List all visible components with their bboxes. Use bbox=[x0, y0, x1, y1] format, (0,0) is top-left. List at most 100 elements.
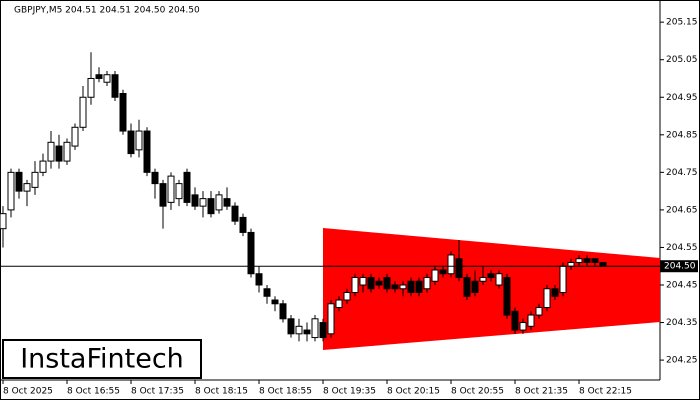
candle-body bbox=[503, 276, 511, 316]
y-tick-label: 204.75 bbox=[666, 168, 698, 178]
candle-body bbox=[399, 284, 407, 290]
candle-body bbox=[119, 92, 127, 132]
candle-body bbox=[423, 276, 431, 290]
x-tick-label: 8 Oct 22:15 bbox=[579, 387, 632, 397]
candle-body bbox=[543, 288, 551, 309]
candle-body bbox=[439, 269, 447, 275]
candle-body bbox=[471, 280, 479, 294]
candle-body bbox=[311, 318, 319, 339]
candle-body bbox=[31, 171, 39, 188]
candle-body bbox=[71, 126, 79, 147]
candle-body bbox=[495, 273, 503, 286]
y-tick-label: 204.55 bbox=[666, 243, 698, 253]
candle-body bbox=[175, 183, 183, 200]
y-tick-label: 204.85 bbox=[666, 130, 698, 140]
y-tick-label: 204.35 bbox=[666, 318, 698, 328]
candle-body bbox=[487, 273, 495, 278]
candle-body bbox=[527, 314, 535, 327]
candle-body bbox=[319, 322, 327, 339]
candle-body bbox=[63, 141, 71, 162]
candle-body bbox=[511, 310, 519, 331]
candle-body bbox=[23, 183, 31, 192]
candle-body bbox=[295, 325, 303, 335]
chart-title: GBPJPY,M5 204.51 204.51 204.50 204.50 bbox=[14, 6, 200, 16]
candle-body bbox=[479, 276, 487, 282]
y-tick-label: 205.15 bbox=[666, 18, 698, 28]
candle-body bbox=[383, 276, 391, 290]
candle-body bbox=[391, 284, 399, 290]
candle-body bbox=[327, 303, 335, 335]
candle-body bbox=[431, 269, 439, 282]
candle-body bbox=[215, 194, 223, 211]
x-tick-label: 8 Oct 20:15 bbox=[387, 387, 440, 397]
candle-body bbox=[103, 74, 111, 83]
last-price-label: 204.50 bbox=[664, 262, 696, 272]
candle-body bbox=[535, 307, 543, 316]
candle-body bbox=[47, 141, 55, 162]
candle-body bbox=[263, 288, 271, 297]
candle-body bbox=[455, 258, 463, 278]
candle-body bbox=[191, 194, 199, 207]
candle-body bbox=[367, 276, 375, 290]
candle-body bbox=[415, 280, 423, 294]
candle-body bbox=[279, 303, 287, 320]
y-tick-label: 205.05 bbox=[666, 55, 698, 65]
last-price-box bbox=[660, 260, 698, 273]
candle-body bbox=[303, 329, 311, 335]
candles bbox=[0, 52, 607, 342]
candle-body bbox=[199, 198, 207, 207]
candle-body bbox=[167, 175, 175, 203]
x-tick-label: 8 Oct 18:55 bbox=[259, 387, 312, 397]
y-tick-label: 204.95 bbox=[666, 93, 698, 103]
candle-body bbox=[15, 171, 23, 192]
candle-body bbox=[231, 205, 239, 222]
candle-body bbox=[335, 299, 343, 309]
candle-body bbox=[591, 258, 599, 263]
candle-body bbox=[351, 276, 359, 294]
candle-body bbox=[127, 130, 135, 155]
candle-body bbox=[255, 273, 263, 286]
x-tick-label: 8 Oct 17:35 bbox=[131, 387, 184, 397]
candle-body bbox=[519, 322, 527, 331]
logo-box bbox=[2, 339, 202, 379]
candle-body bbox=[343, 292, 351, 301]
candle-body bbox=[55, 145, 63, 162]
candle-body bbox=[463, 276, 471, 297]
candle-body bbox=[239, 216, 247, 233]
candle-body bbox=[151, 171, 159, 185]
candle-body bbox=[0, 213, 7, 230]
candle-body bbox=[207, 198, 215, 215]
x-tick-label: 8 Oct 16:55 bbox=[67, 387, 120, 397]
y-tick-label: 204.45 bbox=[666, 281, 698, 291]
candle-body bbox=[135, 130, 143, 151]
candle-body bbox=[183, 171, 191, 203]
candle-body bbox=[223, 198, 231, 207]
x-tick-label: 8 Oct 19:35 bbox=[323, 387, 376, 397]
candle-body bbox=[287, 318, 295, 335]
candle-body bbox=[407, 280, 415, 294]
candle-body bbox=[567, 261, 575, 267]
candle-body bbox=[583, 258, 591, 263]
candle-body bbox=[87, 77, 95, 98]
candle-body bbox=[447, 254, 455, 275]
candle-body bbox=[247, 231, 255, 275]
y-tick-label: 204.25 bbox=[666, 356, 698, 366]
candle-body bbox=[575, 258, 583, 263]
x-tick-label: 8 Oct 21:35 bbox=[515, 387, 568, 397]
candle-body bbox=[95, 74, 103, 79]
candle-body bbox=[271, 299, 279, 305]
candle-body bbox=[79, 96, 87, 128]
candle-body bbox=[7, 171, 15, 211]
candle-body bbox=[559, 265, 567, 294]
candle-body bbox=[359, 276, 367, 286]
candle-body bbox=[143, 130, 151, 173]
x-tick-label: 8 Oct 18:15 bbox=[195, 387, 248, 397]
candle-body bbox=[375, 280, 383, 286]
candle-body bbox=[111, 74, 119, 98]
x-tick-label: 8 Oct 20:55 bbox=[451, 387, 504, 397]
x-tick-label: 8 Oct 2025 bbox=[3, 387, 53, 397]
candle-body bbox=[599, 261, 607, 267]
candle-body bbox=[159, 183, 167, 207]
candle-body bbox=[551, 288, 559, 297]
